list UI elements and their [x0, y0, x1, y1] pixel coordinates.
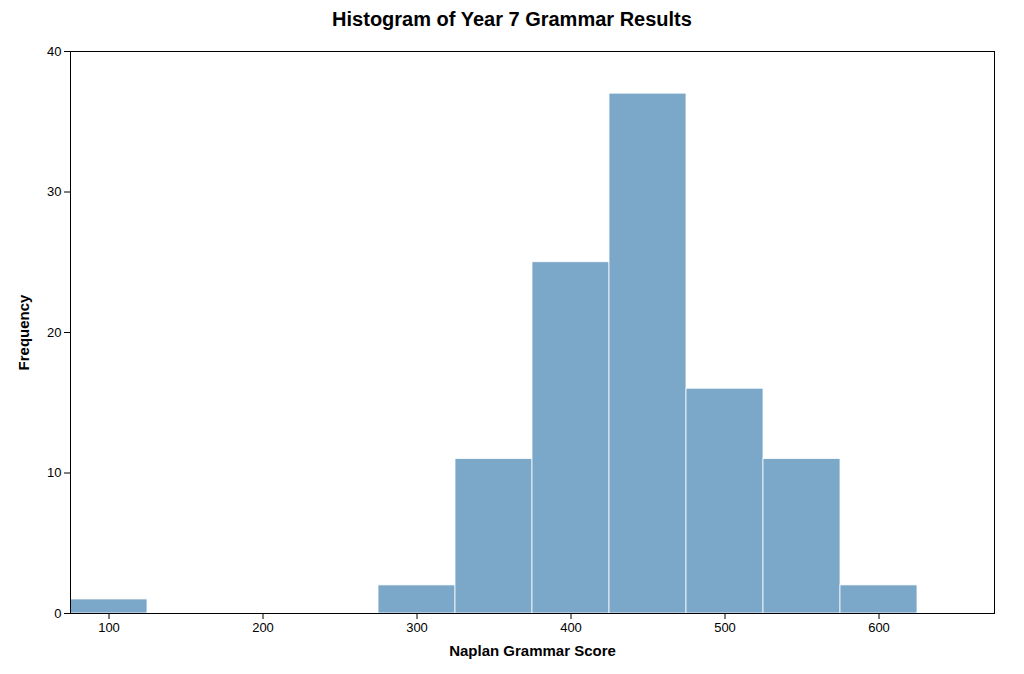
svg-text:10: 10	[47, 465, 61, 480]
svg-text:20: 20	[47, 325, 61, 340]
svg-text:Naplan Grammar Score: Naplan Grammar Score	[449, 642, 616, 659]
svg-text:Frequency: Frequency	[15, 294, 32, 371]
svg-text:600: 600	[868, 620, 890, 635]
svg-text:30: 30	[47, 184, 61, 199]
svg-text:100: 100	[98, 620, 120, 635]
svg-text:200: 200	[252, 620, 274, 635]
svg-text:500: 500	[714, 620, 736, 635]
html-text:Histogram of Year 7 Grammar Re: Histogram of Year 7 Grammar Results	[332, 8, 692, 30]
svg-text:400: 400	[560, 620, 582, 635]
svg-text:0: 0	[54, 606, 61, 621]
svg-text:40: 40	[47, 44, 61, 59]
svg-text:300: 300	[406, 620, 428, 635]
